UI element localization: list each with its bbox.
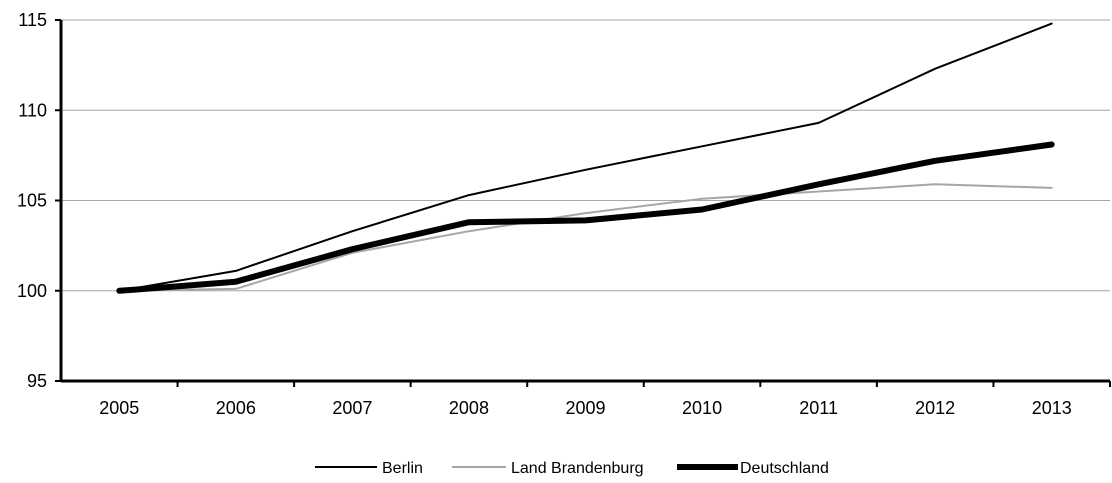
x-tick-labels: 2005 2006 2007 2008 2009 2010 2011 2012 2013 — [99, 398, 1071, 418]
x-tick-label: 2009 — [565, 398, 605, 418]
legend: Berlin Land Brandenburg Deutschland — [315, 460, 829, 477]
y-tick-label: 115 — [18, 10, 47, 30]
x-tick-label: 2005 — [99, 398, 139, 418]
series-line-berlin — [118, 22, 1053, 292]
y-tick-labels: 95 100 105 110 115 — [17, 10, 47, 391]
y-tick-label: 105 — [17, 191, 47, 211]
legend-label: Berlin — [382, 460, 423, 477]
series-line-deutschland — [116, 141, 1055, 294]
gridlines — [61, 19, 1110, 292]
x-tick-label: 2008 — [449, 398, 489, 418]
x-tick-label: 2012 — [915, 398, 955, 418]
y-tick-label: 110 — [18, 100, 47, 120]
axes — [55, 19, 1111, 387]
x-tick-label: 2006 — [216, 398, 256, 418]
legend-label: Land Brandenburg — [511, 460, 644, 477]
x-tick-label: 2010 — [682, 398, 722, 418]
legend-label: Deutschland — [740, 460, 829, 477]
series-lines — [116, 22, 1055, 294]
series-line-land-brandenburg — [118, 183, 1053, 292]
x-tick-label: 2013 — [1032, 398, 1072, 418]
y-tick-label: 95 — [27, 371, 47, 391]
x-tick-label: 2011 — [799, 398, 838, 418]
y-tick-label: 100 — [17, 281, 47, 301]
x-tick-label: 2007 — [332, 398, 372, 418]
